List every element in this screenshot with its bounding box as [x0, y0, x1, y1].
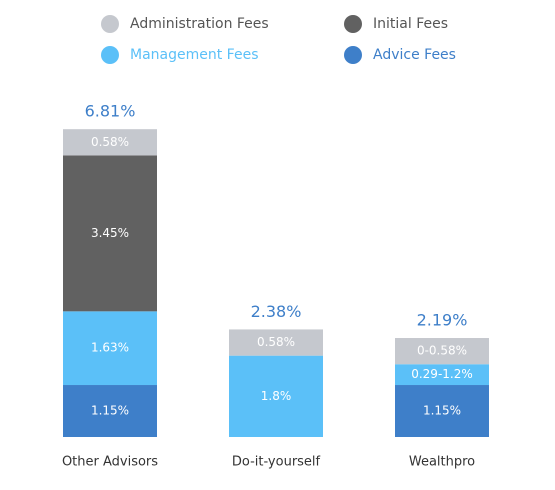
bar-segment	[229, 329, 323, 356]
value-label: 1.15%	[91, 404, 129, 418]
legend-label: Management Fees	[130, 47, 258, 63]
total-label: 6.81%	[85, 102, 136, 121]
bar-segment	[395, 338, 489, 365]
bar-segment	[395, 364, 489, 386]
bar-segment	[63, 311, 157, 386]
value-label: 0.58%	[257, 335, 295, 349]
bar-segment	[63, 155, 157, 312]
value-label: 1.63%	[91, 341, 129, 355]
legend-swatch	[344, 46, 362, 64]
legend-swatch	[101, 15, 119, 33]
bar-segment	[229, 355, 323, 437]
value-label: 0.58%	[91, 135, 129, 149]
legend-swatch	[344, 15, 362, 33]
bar-segment	[63, 129, 157, 156]
value-label: 0-0.58%	[417, 344, 467, 358]
total-label: 2.38%	[251, 302, 302, 321]
value-label: 1.15%	[423, 404, 461, 418]
value-label: 1.8%	[261, 389, 292, 403]
x-tick-label: Do-it-yourself	[232, 455, 321, 470]
total-label: 2.19%	[417, 311, 468, 330]
x-tick-label: Other Advisors	[62, 455, 158, 470]
value-label: 0.29-1.2%	[411, 367, 473, 381]
x-tick-label: Wealthpro	[409, 455, 475, 470]
legend-label: Administration Fees	[130, 16, 269, 32]
value-label: 3.45%	[91, 226, 129, 240]
bar-segment	[63, 385, 157, 437]
legend-label: Initial Fees	[373, 16, 448, 32]
bar-segment	[395, 385, 489, 437]
legend-label: Advice Fees	[373, 47, 456, 63]
legend-swatch	[101, 46, 119, 64]
